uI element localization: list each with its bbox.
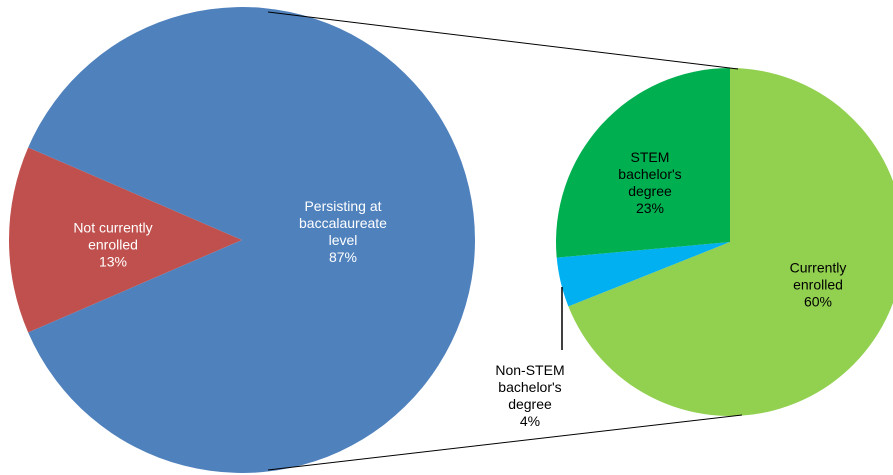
slice-name: Non-STEM bachelor's degree: [495, 362, 565, 412]
slice-label: Persisting at baccalaureate level 87%: [288, 198, 398, 266]
pie-slice: [556, 242, 730, 307]
slice-value: 23%: [635, 200, 665, 216]
slice-name: Currently enrolled: [789, 259, 847, 293]
slice-label: Currently enrolled 60%: [776, 260, 861, 311]
slice-label: STEM bachelor's degree 23%: [608, 149, 693, 217]
slice-name: Persisting at baccalaureate level: [299, 198, 387, 248]
slice-value: 87%: [328, 249, 358, 265]
slice-label: Not currently enrolled 13%: [56, 220, 171, 271]
slice-value: 13%: [98, 253, 128, 270]
slice-label: Non-STEM bachelor's degree 4%: [488, 362, 573, 430]
pie-slice: [28, 7, 476, 474]
connector-line: [267, 11, 739, 70]
slice-name: STEM bachelor's degree: [618, 149, 682, 199]
slice-value: 4%: [519, 413, 541, 429]
pie-slice: [9, 147, 242, 333]
slice-name: Not currently enrolled: [73, 219, 153, 253]
pie-slice: [568, 68, 893, 416]
slice-value: 60%: [803, 293, 833, 310]
connector-line: [267, 414, 743, 471]
pie-slice: [556, 67, 730, 258]
